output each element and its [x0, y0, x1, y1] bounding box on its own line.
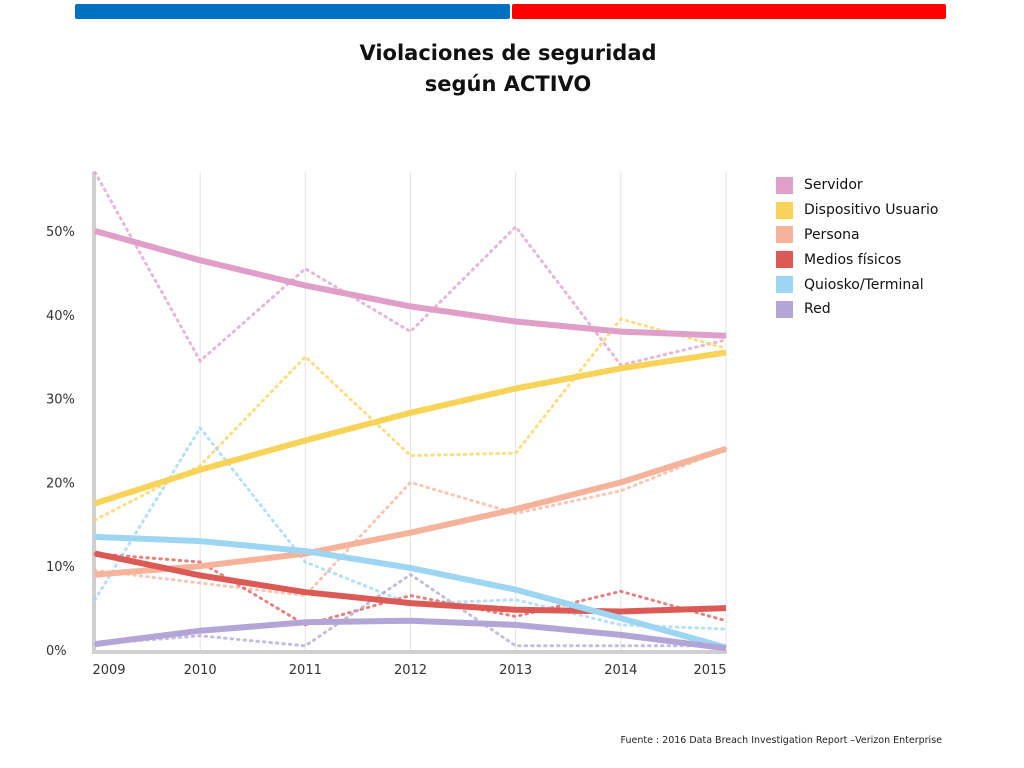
legend-label: Servidor [804, 177, 863, 194]
series-actual-line-5 [93, 572, 728, 648]
series-trend-line-1 [94, 349, 727, 507]
chart-legend: Servidor Dispositivo Usuario Persona Medios… [776, 173, 938, 322]
x-tick-label: 2013 [499, 663, 532, 678]
legend-item: Quiosko/Terminal [776, 272, 938, 297]
series-trend-line-5 [94, 617, 727, 652]
series-actual-line-4 [93, 425, 728, 631]
legend-label: Medios físicos [804, 251, 902, 268]
series-trend-line-3 [94, 550, 727, 615]
y-tick-label: 50% [46, 225, 75, 240]
series-trend-line-2 [94, 446, 727, 578]
chart-title-line2: según ACTIVO [424, 72, 592, 96]
legend-swatch [776, 226, 793, 244]
legend-swatch [776, 276, 793, 294]
series-actual-line-1 [93, 317, 728, 522]
legend-item: Medios físicos [776, 247, 938, 272]
legend-label: Quiosko/Terminal [804, 276, 924, 293]
legend-label: Dispositivo Usuario [804, 202, 939, 219]
series-actual-line-2 [93, 447, 728, 598]
x-tick-label: 2012 [394, 663, 427, 678]
legend-item: Dispositivo Usuario [776, 198, 938, 223]
x-tick-label: 2014 [604, 663, 637, 678]
legend-swatch [776, 176, 793, 194]
source-note: Fuente : 2016 Data Breach Investigation … [620, 735, 942, 746]
x-tick-label: 2010 [184, 663, 217, 678]
x-tick-label: 2015 [693, 663, 726, 678]
y-tick-label: 30% [46, 393, 75, 408]
legend-label: Persona [804, 226, 860, 243]
legend-item: Red [776, 297, 938, 322]
y-tick-label: 0% [46, 644, 67, 659]
top-accent-bar-red [512, 4, 946, 19]
chart-title-line1: Violaciones de seguridad [359, 41, 657, 65]
x-tick-label: 2009 [92, 663, 125, 678]
y-tick-label: 20% [46, 476, 75, 491]
legend-item: Servidor [776, 173, 938, 198]
x-tick-label: 2011 [289, 663, 322, 678]
legend-label: Red [804, 301, 831, 318]
legend-swatch [776, 251, 793, 269]
series-trend-line-0 [94, 228, 727, 339]
series-trend-line-4 [94, 533, 727, 651]
y-tick-label: 40% [46, 309, 75, 324]
series-actual-line-0 [93, 170, 728, 367]
legend-item: Persona [776, 223, 938, 248]
top-accent-bar-blue [75, 4, 510, 19]
legend-swatch [776, 300, 793, 318]
y-tick-label: 10% [46, 560, 75, 575]
series-actual-line-3 [93, 552, 728, 627]
chart-title: Violaciones de seguridad según ACTIVO [0, 38, 1016, 100]
legend-swatch [776, 201, 793, 219]
